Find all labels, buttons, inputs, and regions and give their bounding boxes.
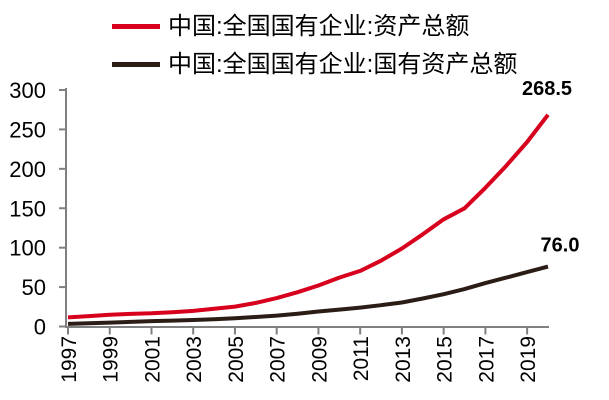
x-tick-label: 2003	[183, 336, 206, 383]
series-line-1	[67, 264, 549, 326]
x-tick-label: 1999	[100, 336, 123, 383]
legend: 中国:全国国有企业:资产总额 中国:全国国有企业:国有资产总额	[112, 12, 517, 88]
legend-item-state-owned-assets: 中国:全国国有企业:国有资产总额	[112, 50, 517, 79]
x-tick-label: 1997	[58, 336, 81, 383]
y-tick-label: 0	[34, 315, 46, 340]
y-tick-label: 300	[9, 78, 46, 103]
y-tick-label: 200	[9, 157, 46, 182]
x-tick-label: 2015	[434, 336, 457, 383]
series-line-0	[67, 113, 550, 320]
legend-item-total-assets: 中国:全国国有企业:资产总额	[112, 12, 517, 41]
x-tick-label: 2011	[350, 336, 373, 381]
x-tick-label: 2013	[392, 336, 415, 383]
series-end-label-total-assets: 268.5	[522, 78, 572, 100]
x-tick-label: 2019	[517, 336, 540, 383]
x-tick-label: 2009	[308, 336, 331, 383]
series-end-label-state-owned-assets: 76.0	[541, 235, 580, 257]
x-tick-label: 2017	[475, 336, 498, 383]
legend-label-total-assets: 中国:全国国有企业:资产总额	[168, 13, 470, 40]
y-tick-label: 100	[9, 236, 46, 261]
legend-line-red-icon	[112, 24, 160, 29]
x-tick-label: 2007	[267, 336, 290, 383]
legend-line-black-icon	[112, 62, 160, 67]
y-tick-label: 250	[9, 117, 46, 142]
y-tick-label: 150	[9, 196, 46, 221]
y-tick-label: 50	[22, 275, 46, 300]
x-tick-label: 2005	[225, 336, 248, 383]
x-tick-label: 2001	[141, 336, 164, 383]
legend-label-state-owned-assets: 中国:全国国有企业:国有资产总额	[168, 51, 518, 78]
